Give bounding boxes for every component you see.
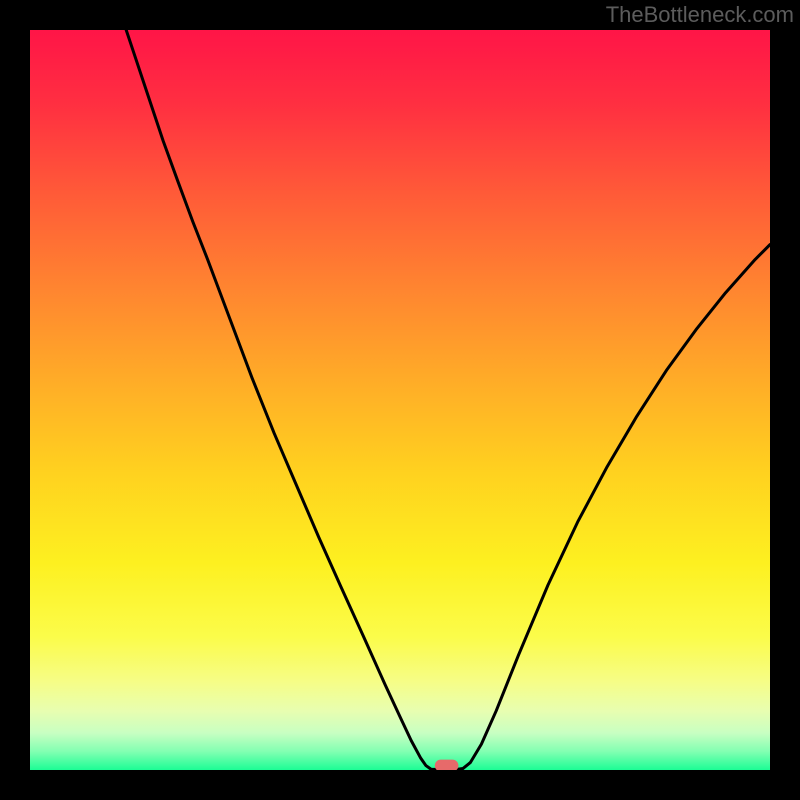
- plot-background: [30, 30, 770, 770]
- chart-container: TheBottleneck.com: [0, 0, 800, 800]
- watermark-label: TheBottleneck.com: [606, 2, 794, 28]
- bottleneck-chart: [0, 0, 800, 800]
- optimal-marker: [435, 760, 459, 772]
